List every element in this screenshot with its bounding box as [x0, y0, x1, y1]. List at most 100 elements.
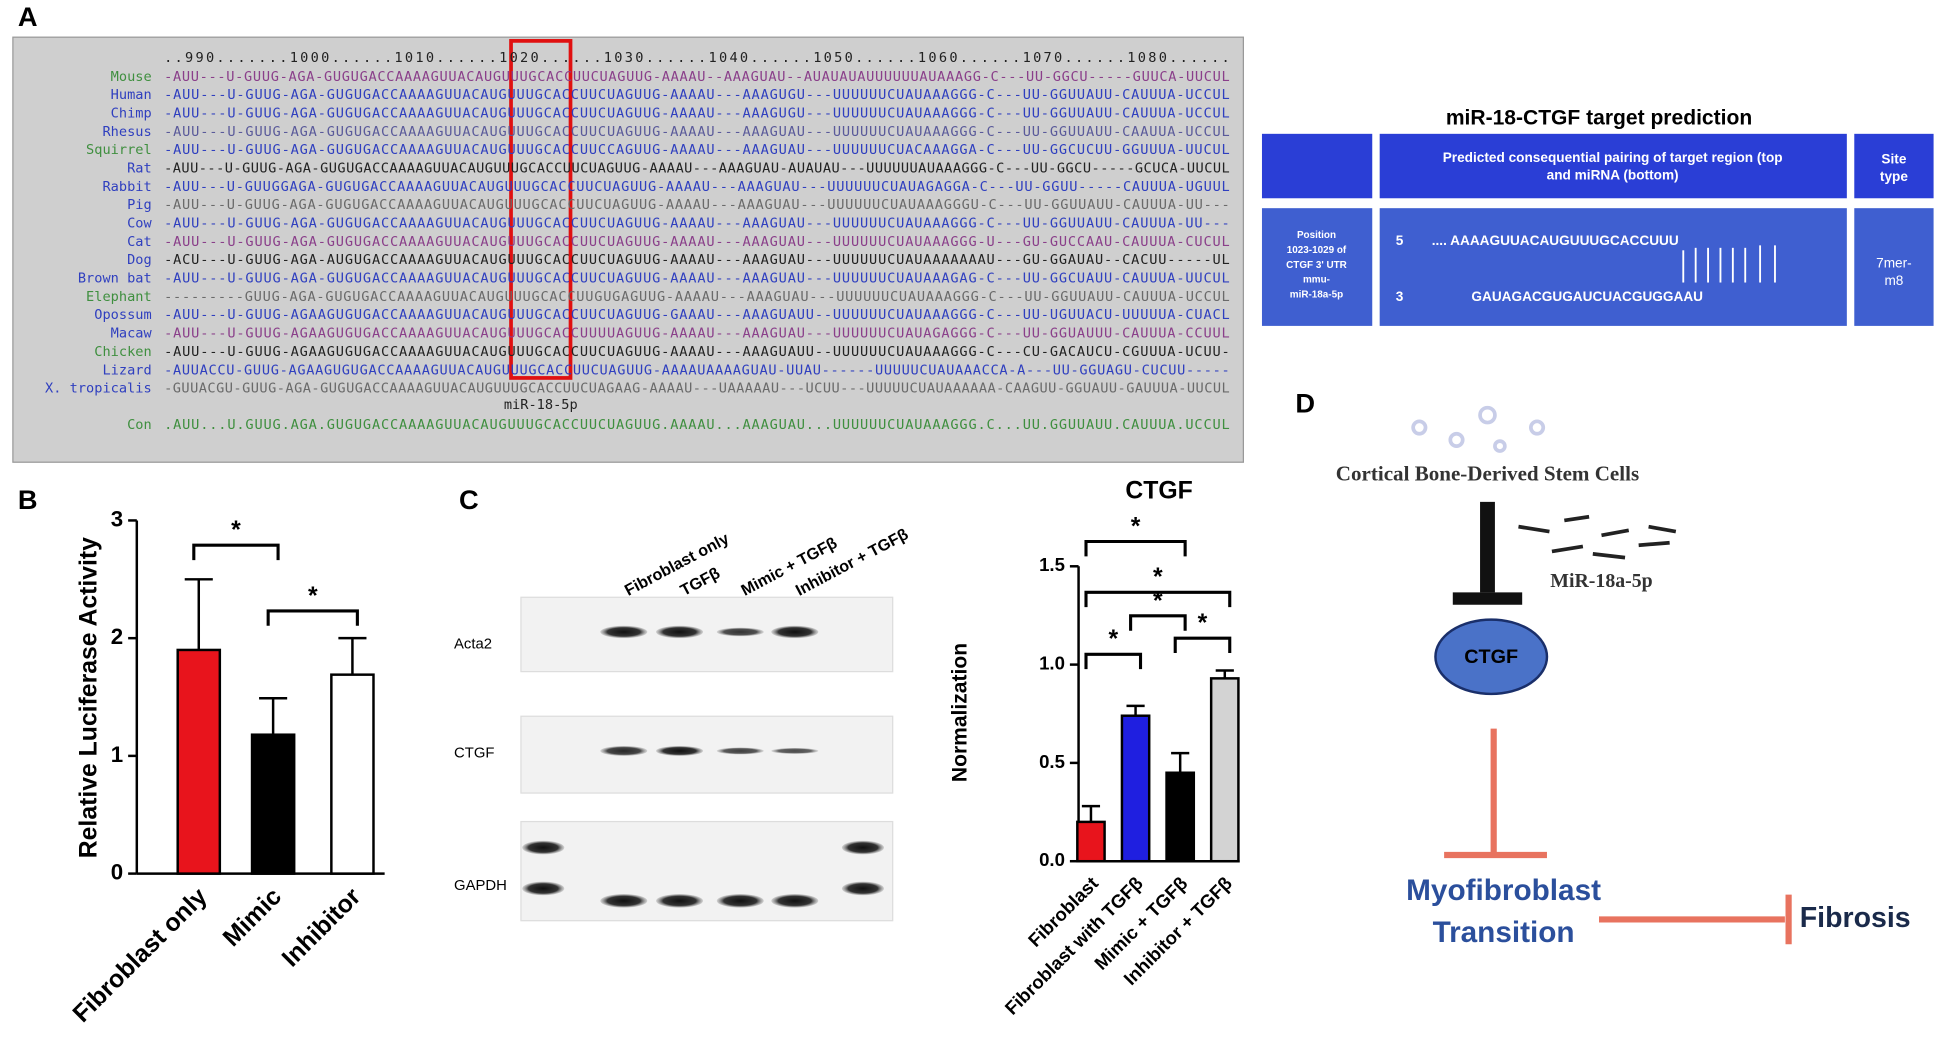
blot-band — [522, 881, 565, 896]
bar — [1120, 714, 1151, 863]
species-label: Chimp — [111, 106, 152, 122]
table-cell — [1261, 208, 1373, 326]
pairing-lines — [1682, 245, 1776, 283]
lane-label: Fibroblast only — [622, 530, 732, 600]
significance-bracket — [1084, 539, 1187, 557]
significance-mark: * — [231, 517, 241, 544]
species-label: Pig — [127, 197, 152, 213]
sequence: -AUU---U-GUUG-AGAAGUGUGACCAAAAGUUACAUGUU… — [164, 344, 1230, 360]
table-cell-text: miR-18a-5p — [1290, 290, 1343, 301]
table-header: and miRNA (bottom) — [1547, 168, 1679, 183]
sequence: -AUU---U-GUUG-AGA-GUGUGACCAAAAGUUACAUGUU… — [164, 69, 1230, 85]
mirna-icon — [1518, 514, 1677, 560]
significance-bracket — [1084, 590, 1232, 608]
species-label: Elephant — [86, 289, 152, 305]
blot-row-label: GAPDH — [454, 878, 507, 894]
blot-band — [600, 625, 648, 639]
blot-band — [600, 745, 648, 756]
blot-strip — [520, 715, 894, 794]
diagram-node: MiR-18a-5p — [1550, 570, 1652, 592]
sequence: -AUU---U-GUUG-AGA-GUGUGACCAAAAGUUACAUGUU… — [164, 161, 1230, 177]
bar — [250, 733, 296, 875]
sequence: -GUUACGU-GUUG-AGA-GUGUGACCAAAAGUUACAUGUU… — [164, 381, 1230, 397]
sequence: -AUU---U-GUUG-AGA-GUGUGACCAAAAGUUACAUGUU… — [164, 234, 1230, 250]
x-tick-label: Inhibitor — [277, 883, 366, 972]
species-label: Rat — [127, 161, 152, 177]
species-label: Mouse — [111, 69, 152, 85]
cells-icon — [1411, 405, 1546, 453]
strand-label: 5 — [1396, 233, 1404, 248]
species-label: Lizard — [102, 362, 151, 378]
y-tick-label: 1 — [111, 742, 123, 767]
sequence: -AUU---U-GUUG-AGAAGUGUGACCAAAAGUUACAUGUU… — [164, 307, 1230, 323]
sequence: -AUU---U-GUUG-AGA-GUGUGACCAAAAGUUACAUGUU… — [164, 216, 1230, 232]
table-cell-text: m8 — [1884, 273, 1903, 288]
blot-band — [841, 840, 885, 855]
x-tick-label: Mimic — [218, 883, 287, 952]
sequence: -AUU---U-GUUG-AGA-GUGUGACCAAAAGUUACAUGUU… — [164, 87, 1230, 103]
bar — [176, 648, 222, 875]
significance-bracket — [266, 609, 359, 626]
strand-label: 3 — [1396, 289, 1404, 304]
y-tick-label: 1.5 — [1039, 554, 1065, 575]
blot-band — [656, 745, 704, 756]
species-label: Rabbit — [102, 179, 151, 195]
significance-mark: * — [1108, 626, 1118, 653]
table-cell-text: Position — [1297, 230, 1336, 241]
sequence: -AUU---U-GUUG-AGA-GUGUGACCAAAAGUUACAUGUU… — [164, 124, 1230, 140]
species-label: Cat — [127, 234, 152, 250]
species-label: Con — [127, 417, 152, 433]
table-cell-text: 1023-1029 of — [1287, 245, 1347, 256]
blot-band — [522, 840, 565, 855]
y-axis-label: Relative Luciferase Activity — [75, 537, 102, 858]
table-header: Site — [1881, 151, 1906, 166]
blot-band — [716, 747, 764, 755]
blot-row-label: Acta2 — [454, 636, 492, 652]
y-tick-label: 0 — [111, 859, 123, 884]
diagram-node: Fibrosis — [1800, 902, 1911, 934]
panel-label: D — [1295, 387, 1315, 418]
sequence: ---------GUUG-AGA-GUGUGACCAAAAGUUACAUGUU… — [164, 289, 1230, 305]
species-label: Rhesus — [102, 124, 151, 140]
blot-band — [841, 881, 885, 896]
blot-band — [656, 625, 704, 639]
blot-band — [771, 894, 819, 908]
significance-mark: * — [1198, 610, 1208, 637]
species-label: Macaw — [111, 326, 153, 342]
bar — [1165, 771, 1196, 863]
sequence: -AUUACCU-GUUG-AGAAGUGUGACCAAAAGUUACAUGUU… — [164, 362, 1230, 378]
y-tick-label: 2 — [111, 624, 123, 649]
table-cell — [1379, 208, 1847, 326]
sequence: -AUU---U-GUUG-AGA-GUGUGACCAAAAGUUACAUGUU… — [164, 142, 1230, 158]
blot-band — [771, 747, 819, 754]
species-label: Opossum — [94, 307, 151, 323]
panel-label: A — [18, 1, 38, 32]
significance-mark: * — [1153, 588, 1163, 615]
bar — [1076, 820, 1106, 863]
blot-strip — [520, 820, 894, 922]
panel-label: C — [459, 484, 479, 515]
ctgf-node — [1434, 618, 1549, 696]
table-title: miR-18-CTGF target prediction — [1446, 107, 1752, 130]
sequence: .... AAAAGUUACAUGUUUGCACCUUU — [1432, 233, 1679, 248]
species-label: Dog — [127, 252, 152, 268]
bar — [330, 673, 375, 875]
table-cell-text: mmu- — [1303, 275, 1330, 286]
y-axis-label: Normalization — [948, 643, 971, 782]
species-label: Human — [111, 87, 152, 103]
table-cell — [1379, 133, 1847, 199]
significance-bracket — [1173, 636, 1232, 654]
species-label: Cow — [127, 216, 152, 232]
sequence: .AUU...U.GUUG.AGA.GUGUGACCAAAAGUUACAUGUU… — [164, 417, 1230, 433]
y-tick-label: 0.5 — [1039, 751, 1065, 772]
table-cell — [1854, 133, 1934, 199]
y-tick-label: 0.0 — [1039, 849, 1065, 870]
significance-bracket — [1129, 614, 1187, 631]
significance-mark: * — [308, 583, 318, 610]
diagram-node: CTGF — [1464, 646, 1518, 668]
chart-title: CTGF — [1125, 477, 1192, 504]
x-tick-label: Fibroblast only — [68, 883, 213, 1028]
sequence: -AUU---U-GUUG-AGA-GUGUGACCAAAAGUUACAUGUU… — [164, 106, 1230, 122]
blot-band — [600, 894, 648, 908]
table-header: Predicted consequential pairing of targe… — [1443, 150, 1783, 165]
